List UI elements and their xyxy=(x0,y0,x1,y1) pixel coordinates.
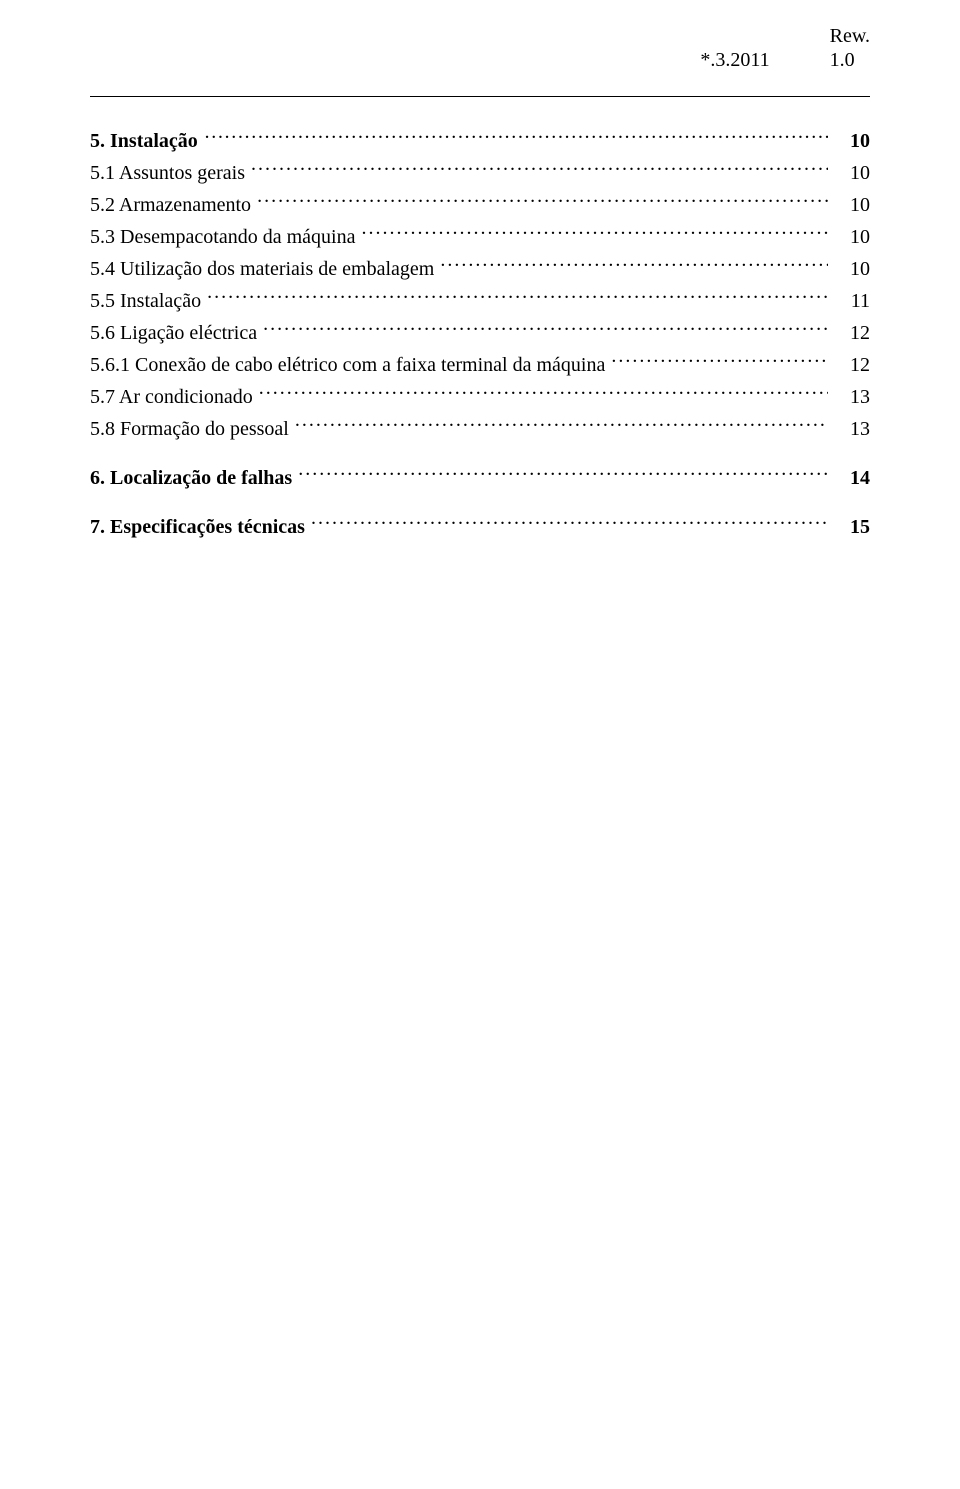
toc-leader xyxy=(611,351,828,371)
table-of-contents: 5. Instalação 10 5.1 Assuntos gerais 10 … xyxy=(90,127,870,542)
toc-row: 5.6.1 Conexão de cabo elétrico com a fai… xyxy=(90,351,870,380)
header-divider xyxy=(90,96,870,97)
header-date: *.3.2011 xyxy=(700,24,769,72)
header-rev-value: 1.0 xyxy=(830,48,870,72)
header-rev-label: Rew. xyxy=(830,24,870,48)
toc-page: 12 xyxy=(828,319,870,348)
toc-page: 10 xyxy=(828,159,870,188)
toc-page: 14 xyxy=(828,464,870,493)
toc-leader xyxy=(361,223,828,243)
toc-leader xyxy=(204,127,828,147)
toc-page: 13 xyxy=(828,415,870,444)
toc-row: 5.5 Instalação 11 xyxy=(90,287,870,316)
toc-leader xyxy=(259,383,828,403)
toc-label: 5.5 Instalação xyxy=(90,287,207,316)
toc-spacer xyxy=(90,496,870,510)
toc-row: 5.3 Desempacotando da máquina 10 xyxy=(90,223,870,252)
toc-row: 5.1 Assuntos gerais 10 xyxy=(90,159,870,188)
toc-page: 11 xyxy=(828,287,870,316)
toc-page: 12 xyxy=(828,351,870,380)
toc-label: 5.3 Desempacotando da máquina xyxy=(90,223,361,252)
toc-leader xyxy=(311,513,828,533)
toc-spacer xyxy=(90,447,870,461)
toc-label: 7. Especificações técnicas xyxy=(90,513,311,542)
toc-leader xyxy=(440,255,828,275)
toc-row: 5.6 Ligação eléctrica 12 xyxy=(90,319,870,348)
toc-leader xyxy=(207,287,828,307)
toc-page: 10 xyxy=(828,223,870,252)
toc-row: 5.7 Ar condicionado 13 xyxy=(90,383,870,412)
toc-page: 10 xyxy=(828,191,870,220)
toc-leader xyxy=(251,159,828,179)
toc-label: 5.2 Armazenamento xyxy=(90,191,257,220)
header-rev: Rew. 1.0 xyxy=(830,24,870,72)
toc-label: 5.7 Ar condicionado xyxy=(90,383,259,412)
toc-label: 6. Localização de falhas xyxy=(90,464,298,493)
toc-row: 5.8 Formação do pessoal 13 xyxy=(90,415,870,444)
document-page: *.3.2011 Rew. 1.0 5. Instalação 10 5.1 A… xyxy=(0,0,960,542)
toc-page: 13 xyxy=(828,383,870,412)
toc-page: 10 xyxy=(828,255,870,284)
toc-row: 5. Instalação 10 xyxy=(90,127,870,156)
toc-leader xyxy=(298,464,828,484)
toc-leader xyxy=(257,191,828,211)
toc-page: 15 xyxy=(828,513,870,542)
toc-label: 5.8 Formação do pessoal xyxy=(90,415,295,444)
toc-row: 5.2 Armazenamento 10 xyxy=(90,191,870,220)
toc-label: 5.4 Utilização dos materiais de embalage… xyxy=(90,255,440,284)
toc-label: 5. Instalação xyxy=(90,127,204,156)
toc-leader xyxy=(263,319,828,339)
toc-page: 10 xyxy=(828,127,870,156)
toc-label: 5.6.1 Conexão de cabo elétrico com a fai… xyxy=(90,351,611,380)
toc-row: 7. Especificações técnicas 15 xyxy=(90,513,870,542)
toc-label: 5.6 Ligação eléctrica xyxy=(90,319,263,348)
toc-row: 5.4 Utilização dos materiais de embalage… xyxy=(90,255,870,284)
toc-label: 5.1 Assuntos gerais xyxy=(90,159,251,188)
page-header: *.3.2011 Rew. 1.0 xyxy=(90,24,870,72)
toc-row: 6. Localização de falhas 14 xyxy=(90,464,870,493)
toc-leader xyxy=(295,415,828,435)
